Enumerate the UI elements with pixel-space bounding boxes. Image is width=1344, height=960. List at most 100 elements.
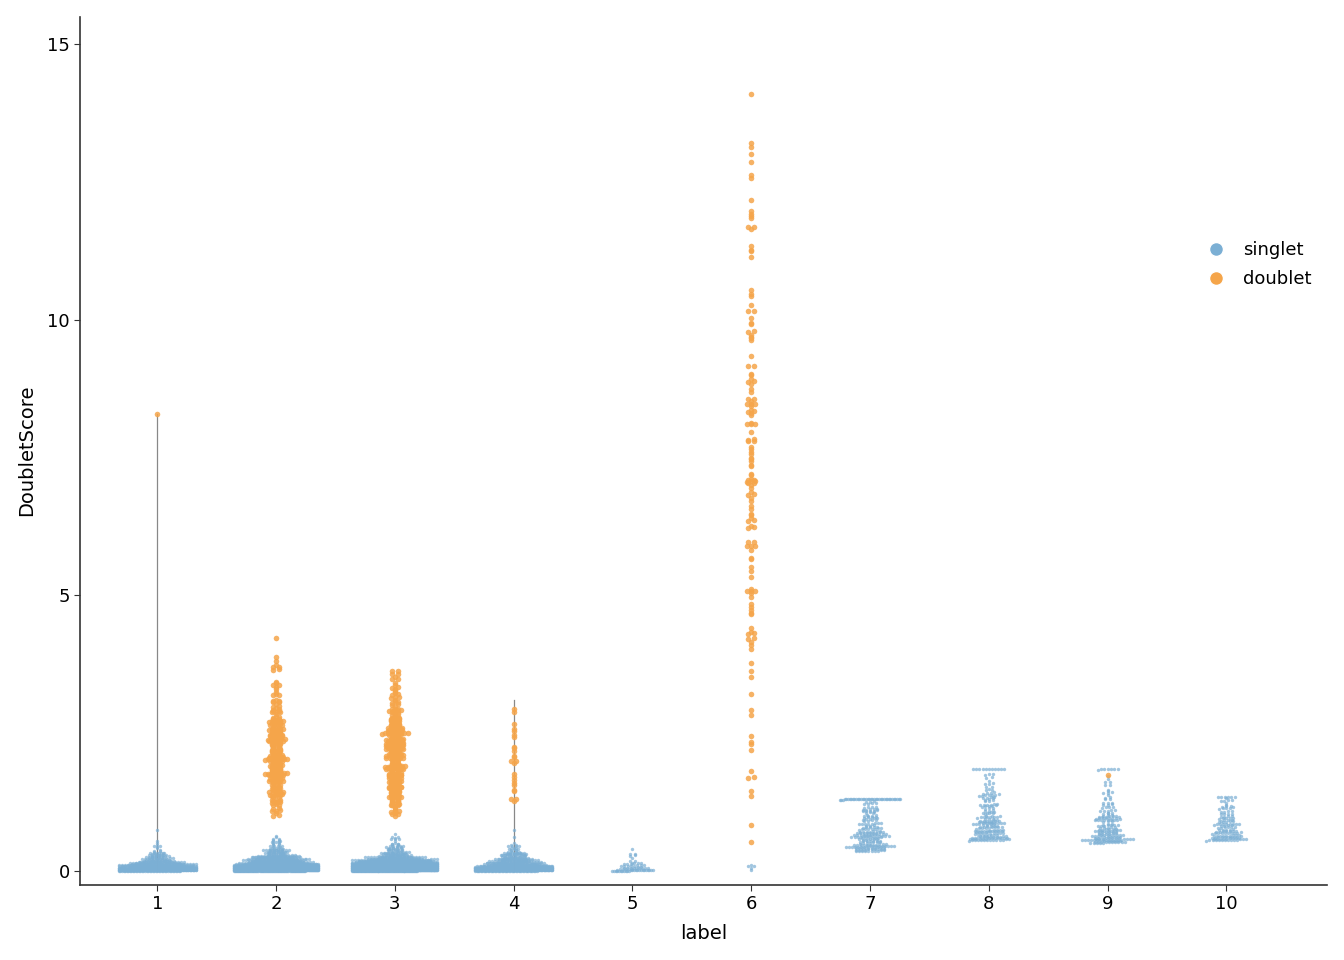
- Point: [120, 858, 141, 874]
- Point: [254, 861, 276, 876]
- Point: [499, 858, 520, 874]
- Point: [625, 847, 646, 862]
- Point: [399, 850, 421, 865]
- Point: [144, 858, 165, 874]
- Point: [263, 857, 285, 873]
- Point: [1109, 830, 1130, 846]
- Point: [866, 825, 887, 840]
- Point: [1110, 823, 1132, 838]
- Point: [226, 862, 247, 877]
- Point: [419, 860, 441, 876]
- Point: [180, 861, 202, 876]
- Point: [136, 849, 157, 864]
- Point: [491, 862, 512, 877]
- Point: [132, 858, 153, 874]
- Point: [519, 860, 540, 876]
- Point: [251, 851, 273, 866]
- Point: [388, 744, 410, 759]
- Point: [985, 832, 1007, 848]
- Point: [503, 853, 524, 869]
- Point: [984, 761, 1005, 777]
- Point: [136, 863, 157, 878]
- Point: [388, 718, 410, 733]
- Point: [363, 860, 384, 876]
- Point: [511, 861, 532, 876]
- Point: [622, 851, 644, 866]
- Point: [128, 860, 149, 876]
- Point: [511, 851, 532, 866]
- Point: [117, 863, 138, 878]
- Point: [375, 732, 396, 748]
- Point: [271, 841, 293, 856]
- Point: [375, 862, 396, 877]
- Point: [1230, 825, 1251, 840]
- Point: [148, 849, 169, 864]
- Point: [386, 860, 407, 876]
- Point: [278, 861, 300, 876]
- Point: [146, 858, 168, 874]
- Point: [239, 861, 261, 876]
- Point: [402, 857, 423, 873]
- Point: [844, 828, 866, 843]
- Point: [179, 862, 200, 877]
- Point: [382, 851, 403, 866]
- Point: [415, 860, 437, 876]
- Point: [137, 862, 159, 877]
- Point: [390, 750, 411, 765]
- Point: [1089, 810, 1110, 826]
- Point: [396, 861, 418, 876]
- Point: [269, 861, 290, 876]
- Point: [374, 857, 395, 873]
- Point: [390, 780, 411, 795]
- Point: [145, 849, 167, 864]
- Point: [476, 855, 497, 871]
- Point: [422, 853, 444, 869]
- Point: [390, 859, 411, 875]
- Point: [293, 862, 314, 877]
- Point: [618, 849, 640, 864]
- Point: [855, 794, 876, 809]
- Point: [270, 765, 292, 780]
- Point: [503, 739, 524, 755]
- Point: [384, 849, 406, 864]
- Point: [246, 855, 267, 871]
- Point: [258, 861, 280, 876]
- Point: [288, 862, 309, 877]
- Point: [239, 860, 261, 876]
- Point: [384, 774, 406, 789]
- Point: [984, 784, 1005, 800]
- Point: [288, 854, 309, 870]
- Point: [134, 862, 156, 877]
- Point: [524, 857, 546, 873]
- Point: [118, 863, 140, 878]
- Point: [265, 846, 286, 861]
- Point: [410, 863, 431, 878]
- Point: [128, 860, 149, 876]
- Point: [183, 859, 204, 875]
- Point: [848, 844, 870, 859]
- Point: [117, 861, 138, 876]
- Point: [982, 791, 1004, 806]
- Point: [146, 855, 168, 871]
- Point: [384, 857, 406, 873]
- Point: [403, 859, 425, 875]
- Point: [282, 858, 304, 874]
- Point: [358, 857, 379, 873]
- Point: [368, 858, 390, 874]
- Point: [1091, 810, 1113, 826]
- Point: [349, 856, 371, 872]
- Point: [637, 862, 659, 877]
- Point: [382, 861, 403, 876]
- Point: [390, 852, 411, 868]
- Point: [503, 828, 524, 844]
- Point: [238, 862, 259, 877]
- Point: [833, 792, 855, 807]
- Point: [399, 862, 421, 877]
- Point: [743, 432, 765, 447]
- Point: [226, 858, 247, 874]
- Point: [149, 863, 171, 878]
- Point: [383, 732, 405, 748]
- Point: [496, 847, 517, 862]
- Point: [362, 861, 383, 876]
- Point: [124, 856, 145, 872]
